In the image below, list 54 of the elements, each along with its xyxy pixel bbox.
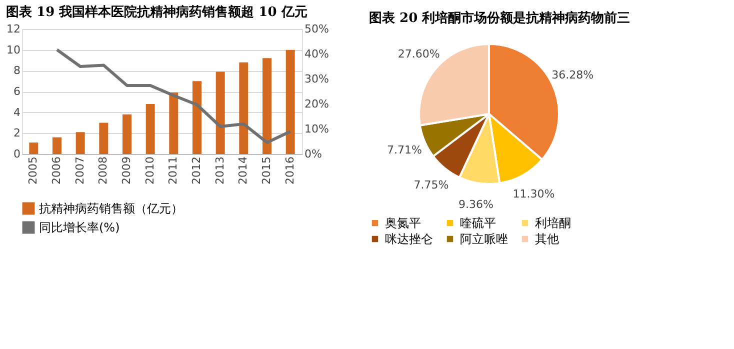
x-tick-label: 2011 <box>166 156 180 184</box>
data-label: 36.28% <box>552 68 594 82</box>
x-tick-label: 2010 <box>143 156 156 184</box>
x-tick-label: 2014 <box>236 156 250 184</box>
y-tick-label: 4 <box>14 106 20 119</box>
y2-tick-label: 40% <box>304 48 329 60</box>
bar <box>192 81 202 154</box>
x-tick-label: 2006 <box>50 156 63 184</box>
line-series <box>56 48 292 144</box>
bar <box>76 132 85 154</box>
y2-tick-label: 0% <box>304 148 322 160</box>
y2-tick-label: 30% <box>304 72 329 86</box>
data-label: 9.36% <box>458 198 494 212</box>
x-tick-label: 2005 <box>26 156 40 184</box>
bar <box>52 137 62 154</box>
legend-label: 利培酮 <box>535 216 571 230</box>
bar <box>286 50 295 154</box>
x-tick-label: 2007 <box>73 156 86 184</box>
x-tick-label: 2016 <box>283 156 296 184</box>
data-label: 7.75% <box>414 178 449 192</box>
x-tick-label: 2013 <box>213 156 226 184</box>
legend-label: 喹硫平 <box>460 216 496 230</box>
legend-label: 其他 <box>535 232 559 246</box>
bar <box>122 114 132 154</box>
legend-label: 抗精神病药销售额（亿元） <box>39 202 183 216</box>
y-tick-label: 8 <box>14 64 20 78</box>
data-label: 11.30% <box>512 187 555 200</box>
x-tick-label: 2009 <box>120 156 133 184</box>
bar <box>29 142 38 154</box>
y-tick-label: 12 <box>6 22 20 36</box>
legend-label: 同比增长率(%) <box>39 220 120 234</box>
y2-tick-label: 50% <box>304 22 329 36</box>
bar <box>239 62 248 154</box>
y-tick-label: 0 <box>14 148 20 160</box>
bar <box>146 104 155 154</box>
bar <box>216 72 225 154</box>
y-tick-label: 6 <box>14 85 20 98</box>
data-label: 27.60% <box>398 47 440 60</box>
legend-label: 咪达挫仑 <box>385 232 433 246</box>
x-tick-label: 2015 <box>260 156 273 184</box>
y-tick-label: 10 <box>6 43 20 56</box>
chart-title: 图表 19 我国样本医院抗精神病药销售额超 10 亿元 <box>6 4 308 20</box>
y2-tick-label: 20% <box>304 98 329 110</box>
chart-title: 图表 20 利培酮市场份额是抗精神病药物前三 <box>369 10 630 26</box>
bar <box>169 92 178 154</box>
y2-tick-label: 10% <box>304 122 329 136</box>
y-tick-label: 2 <box>14 126 20 140</box>
x-tick-label: 2012 <box>190 156 203 184</box>
data-label: 7.71% <box>386 143 422 156</box>
legend-label: 奥氮平 <box>385 216 421 230</box>
legend-label: 阿立哌唑 <box>460 232 508 246</box>
bar <box>99 122 108 154</box>
x-tick-label: 2008 <box>96 156 110 184</box>
bar <box>262 58 272 154</box>
